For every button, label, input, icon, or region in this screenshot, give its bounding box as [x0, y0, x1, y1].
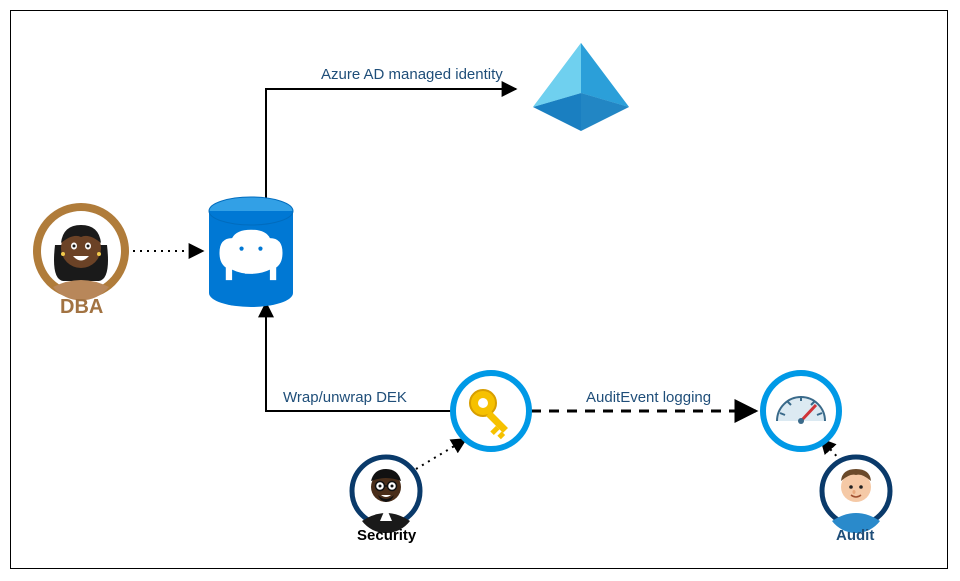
audit-label: Audit	[836, 527, 874, 544]
edge-label-azuread: Azure AD managed identity	[321, 66, 503, 83]
security-label: Security	[357, 527, 416, 544]
audit-node	[11, 11, 949, 570]
edge-label-auditevent: AuditEvent logging	[586, 389, 711, 406]
diagram-frame: DBA Azure AD managed identity Wrap/unwra…	[10, 10, 948, 569]
edge-label-wrapunwrap: Wrap/unwrap DEK	[283, 389, 407, 406]
dba-label: DBA	[60, 296, 103, 319]
